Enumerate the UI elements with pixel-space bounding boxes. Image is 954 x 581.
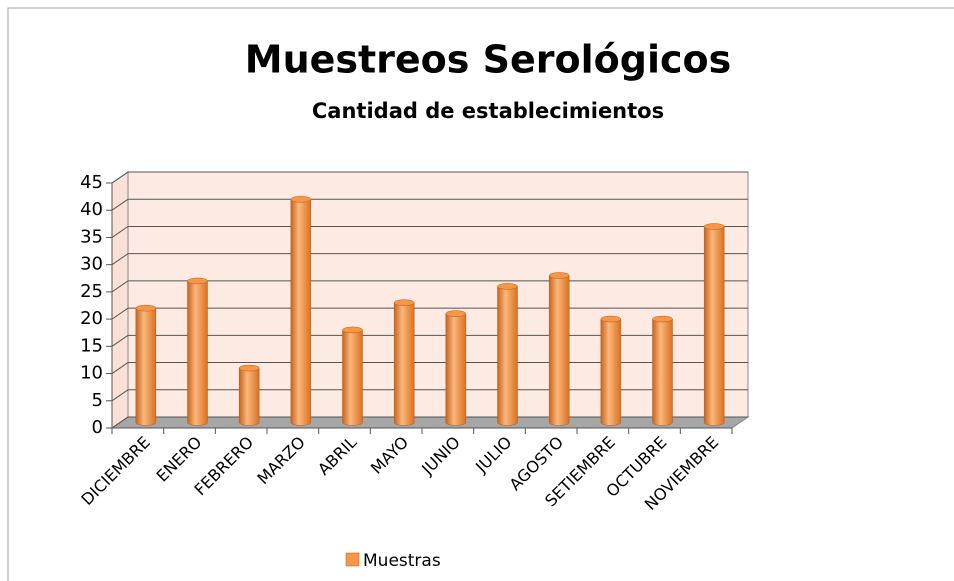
bar-top <box>187 277 208 285</box>
bar <box>548 272 570 426</box>
bar <box>342 326 363 426</box>
bar-top <box>135 304 157 312</box>
bar-top <box>548 272 570 279</box>
bar-top <box>342 326 363 334</box>
bar-top <box>290 196 312 203</box>
bar <box>497 283 518 426</box>
grid-line <box>111 171 748 184</box>
bar-body <box>187 280 208 426</box>
bar-top <box>238 364 260 372</box>
x-tick-label: JULIO <box>471 433 515 477</box>
x-tick-label: JUNIO <box>417 433 463 479</box>
bar-body <box>135 307 157 426</box>
x-tick-label: MARZO <box>253 433 308 488</box>
y-tick-label: 40 <box>80 199 103 220</box>
bar-top <box>600 315 622 323</box>
grid-line <box>111 280 748 293</box>
chart-title: Muestreos Serológicos <box>245 38 732 82</box>
legend-swatch <box>345 552 360 567</box>
bar <box>238 364 260 426</box>
bar <box>290 196 312 426</box>
grid-line <box>111 225 748 238</box>
y-tick-label: 30 <box>80 254 103 275</box>
bar-body <box>290 199 312 426</box>
bar <box>652 315 673 426</box>
y-tick-label: 45 <box>80 172 103 193</box>
bar-body <box>703 226 725 426</box>
bar <box>445 310 467 426</box>
grid-line <box>111 334 748 347</box>
bar-top <box>652 315 673 323</box>
grid-line <box>111 416 748 429</box>
x-tick-label: MAYO <box>367 433 412 478</box>
bar-top <box>445 310 467 317</box>
y-tick-label: 25 <box>80 281 103 302</box>
bar <box>703 223 725 426</box>
grid-line <box>111 362 748 374</box>
bar <box>135 304 157 426</box>
bar-body <box>548 275 570 426</box>
x-tick-label: DICIEMBRE <box>77 433 153 509</box>
y-tick-label: 20 <box>80 308 103 329</box>
bar <box>187 277 208 426</box>
frame <box>7 7 954 581</box>
legend-label: Muestras <box>363 551 441 571</box>
bar-body <box>652 318 673 426</box>
bar-top <box>393 299 415 306</box>
y-tick-label: 15 <box>80 335 103 356</box>
grid-line <box>111 198 748 211</box>
bar-body <box>238 367 260 426</box>
bar-top <box>703 223 725 230</box>
bar-body <box>497 286 518 426</box>
bar-body <box>445 313 467 426</box>
x-tick-label: ABRIL <box>314 433 360 479</box>
y-tick-label: 35 <box>80 226 103 247</box>
bar-body <box>600 318 622 426</box>
grid-line <box>111 307 748 320</box>
bar <box>600 315 622 426</box>
bar-top <box>497 283 518 290</box>
grid-line <box>111 389 748 402</box>
y-tick-label: 0 <box>92 417 103 438</box>
y-tick-label: 5 <box>92 390 103 411</box>
bar-body <box>342 329 363 426</box>
grid-line <box>111 253 748 266</box>
y-tick-label: 10 <box>80 363 103 384</box>
chart-subtitle: Cantidad de establecimientos <box>312 99 664 123</box>
side-wall <box>111 171 129 429</box>
bar-body <box>393 302 415 426</box>
bar <box>393 299 415 426</box>
